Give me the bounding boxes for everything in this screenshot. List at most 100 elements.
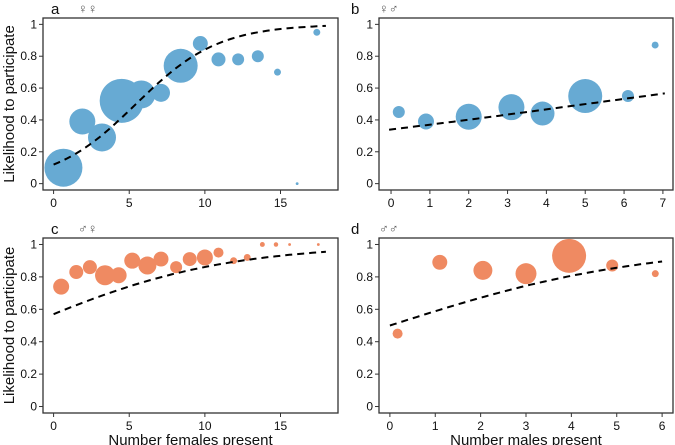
- sex-symbol: ♀♀: [78, 1, 98, 16]
- y-tick-label: 1: [366, 237, 373, 251]
- x-tick-label: 4: [568, 419, 575, 433]
- plot-frame: [378, 17, 674, 191]
- data-point: [192, 35, 208, 51]
- data-point: [232, 53, 245, 66]
- y-tick-label: 0.8: [20, 270, 37, 284]
- data-point: [127, 80, 156, 109]
- data-point: [44, 148, 83, 187]
- y-axis-label: Likelihood to participate: [1, 247, 18, 405]
- x-tick-label: 6: [621, 196, 628, 210]
- x-tick-label: 3: [523, 419, 530, 433]
- data-point: [392, 105, 405, 118]
- plot-frame: [42, 237, 339, 414]
- data-point: [432, 254, 448, 270]
- data-point: [313, 28, 321, 36]
- x-tick-label: 10: [198, 419, 212, 433]
- panel-label: b: [351, 1, 359, 18]
- sex-symbol: ♂♂: [379, 221, 399, 236]
- y-tick-label: 0.6: [356, 302, 373, 316]
- fit-line: [388, 92, 665, 131]
- data-point: [88, 123, 116, 152]
- y-tick-label: 0: [366, 177, 373, 191]
- y-tick-label: 0.4: [356, 335, 373, 349]
- data-point: [259, 242, 265, 247]
- data-point: [211, 52, 226, 67]
- panel-d: d ♂♂ 0 0.2 0.4 0.6 0.8 1 0 1 2 3 4 5 6 Number males pre…: [351, 221, 674, 445]
- x-tick-label: 0: [50, 196, 57, 210]
- data-point: [274, 68, 281, 76]
- x-tick-label: 5: [613, 419, 620, 433]
- data-point: [515, 263, 537, 285]
- y-tick-label: 0.2: [20, 367, 37, 381]
- data-point: [621, 90, 634, 103]
- sex-symbol: ♀♂: [379, 1, 399, 16]
- x-tick-label: 2: [465, 196, 472, 210]
- x-tick-label: 0: [388, 196, 395, 210]
- data-point: [152, 83, 170, 102]
- data-point: [213, 247, 224, 258]
- data-point: [95, 265, 116, 286]
- y-tick-label: 0.2: [356, 367, 373, 381]
- panel-b: b ♀♂ 0 0.2 0.4 0.6 0.8 1 0 1 2 3 4 5 6 7: [351, 1, 674, 210]
- y-tick-label: 1: [366, 17, 373, 31]
- x-tick-label: 10: [198, 196, 212, 210]
- data-point: [182, 252, 197, 267]
- y-tick-label: 0: [30, 400, 37, 414]
- data-point: [417, 113, 434, 130]
- x-tick-label: 5: [126, 196, 133, 210]
- data-point: [153, 251, 169, 267]
- x-tick-label: 0: [387, 419, 394, 433]
- y-tick-label: 0.8: [356, 49, 373, 63]
- y-tick-label: 0: [30, 177, 37, 191]
- x-tick-label: 5: [582, 196, 589, 210]
- x-tick-label: 3: [504, 196, 511, 210]
- data-point: [288, 243, 292, 246]
- x-tick-label: 4: [543, 196, 550, 210]
- data-point: [53, 278, 70, 295]
- data-point: [606, 259, 619, 272]
- y-tick-label: 0.8: [20, 49, 37, 63]
- y-tick-label: 0.4: [20, 113, 37, 127]
- data-point: [568, 79, 603, 114]
- y-tick-label: 0.2: [20, 145, 37, 159]
- data-point: [273, 242, 279, 247]
- panel-label: a: [51, 1, 60, 18]
- y-tick-label: 0.4: [356, 113, 373, 127]
- data-point: [69, 265, 84, 280]
- data-point: [473, 260, 493, 280]
- x-tick-label: 1: [427, 196, 434, 210]
- x-tick-label: 15: [274, 196, 288, 210]
- x-axis-label: Number males present: [450, 432, 603, 445]
- x-tick-label: 15: [274, 419, 288, 433]
- y-tick-label: 0.2: [356, 145, 373, 159]
- data-point: [552, 238, 587, 273]
- x-tick-label: 6: [659, 419, 666, 433]
- data-point: [530, 101, 555, 126]
- y-tick-label: 0: [366, 400, 373, 414]
- x-tick-label: 2: [477, 419, 484, 433]
- fit-line: [53, 250, 326, 316]
- data-point: [498, 94, 525, 121]
- x-axis-label: Number females present: [108, 432, 273, 445]
- y-tick-label: 0.6: [20, 81, 37, 95]
- fit-line: [389, 260, 663, 327]
- y-tick-label: 0.4: [20, 335, 37, 349]
- data-point: [243, 253, 251, 261]
- data-point: [69, 108, 96, 135]
- y-tick-label: 1: [30, 237, 37, 251]
- data-point: [251, 50, 264, 63]
- y-tick-label: 1: [30, 17, 37, 31]
- data-point: [170, 261, 183, 274]
- data-point: [196, 249, 213, 266]
- x-tick-label: 7: [660, 196, 667, 210]
- y-tick-label: 0.6: [20, 302, 37, 316]
- x-tick-label: 0: [50, 419, 57, 433]
- y-tick-label: 0.6: [356, 81, 373, 95]
- panel-label: c: [51, 221, 59, 238]
- sex-symbol: ♂♀: [78, 221, 98, 236]
- data-point: [295, 182, 299, 186]
- plot-frame: [42, 17, 339, 191]
